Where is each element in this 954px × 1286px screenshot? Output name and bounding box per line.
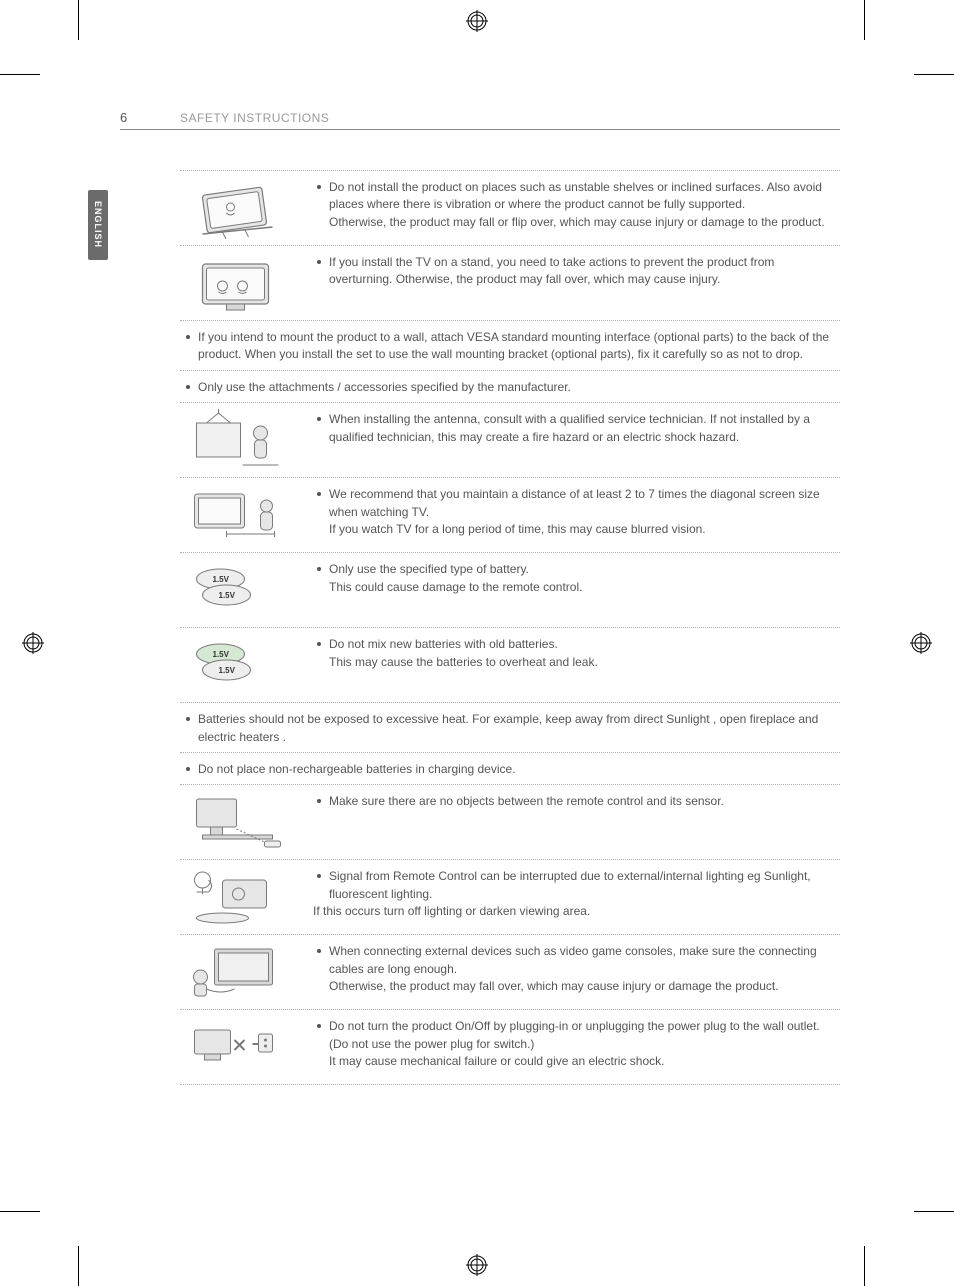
instruction-item: Only use the specified type of battery.T… <box>180 553 840 628</box>
instruction-item: Do not turn the product On/Off by pluggi… <box>180 1010 840 1085</box>
lighting-interference-icon <box>180 866 295 928</box>
crop-mark <box>0 74 40 75</box>
instruction-line: We recommend that you maintain a distanc… <box>329 486 840 521</box>
instruction-text: Signal from Remote Control can be interr… <box>313 866 840 920</box>
instruction-line: Only use the attachments / accessories s… <box>198 379 840 396</box>
instruction-item: Only use the attachments / accessories s… <box>180 371 840 403</box>
page-number: 6 <box>120 110 180 125</box>
instruction-text: Make sure there are no objects between t… <box>313 791 840 810</box>
instruction-text: Do not install the product on places suc… <box>313 177 840 231</box>
instruction-item: If you install the TV on a stand, you ne… <box>180 246 840 321</box>
instruction-list: Do not install the product on places suc… <box>180 170 840 1085</box>
instruction-text: Do not turn the product On/Off by pluggi… <box>313 1016 840 1070</box>
bullet-icon <box>317 949 321 953</box>
instruction-line: When connecting external devices such as… <box>329 943 840 978</box>
batteries-same-icon <box>180 559 295 621</box>
remote-sensor-path-icon <box>180 791 295 853</box>
instruction-item: If you intend to mount the product to a … <box>180 321 840 371</box>
bullet-icon <box>186 767 190 771</box>
section-title: SAFETY INSTRUCTIONS <box>180 111 329 125</box>
instruction-item: Do not mix new batteries with old batter… <box>180 628 840 703</box>
bullet-icon <box>317 642 321 646</box>
page-body: 6 SAFETY INSTRUCTIONS Do not install the… <box>120 110 840 1085</box>
instruction-line: If you install the TV on a stand, you ne… <box>329 254 840 289</box>
instruction-item: When connecting external devices such as… <box>180 935 840 1010</box>
instruction-line: Only use the specified type of battery. <box>329 561 840 578</box>
instruction-item: We recommend that you maintain a distanc… <box>180 478 840 553</box>
bullet-icon <box>317 567 321 571</box>
registration-mark-icon <box>466 1254 488 1276</box>
tv-tilting-shelf-icon <box>180 177 295 239</box>
instruction-line: If this occurs turn off lighting or dark… <box>313 903 840 920</box>
instruction-line: It may cause mechanical failure or could… <box>329 1053 840 1070</box>
bullet-icon <box>317 799 321 803</box>
bullet-icon <box>317 874 321 878</box>
page-header: 6 SAFETY INSTRUCTIONS <box>120 110 840 130</box>
power-plug-x-icon <box>180 1016 295 1078</box>
registration-mark-icon <box>466 10 488 32</box>
crop-mark <box>914 1211 954 1212</box>
instruction-text: If you install the TV on a stand, you ne… <box>313 252 840 289</box>
instruction-line: Do not turn the product On/Off by pluggi… <box>329 1018 840 1053</box>
instruction-line: This could cause damage to the remote co… <box>329 579 840 596</box>
instruction-text: We recommend that you maintain a distanc… <box>313 484 840 538</box>
instruction-text: Only use the specified type of battery.T… <box>313 559 840 596</box>
instruction-item: Make sure there are no objects between t… <box>180 785 840 860</box>
bullet-icon <box>317 260 321 264</box>
instruction-text: Batteries should not be exposed to exces… <box>182 709 840 746</box>
instruction-text: Do not place non-rechargeable batteries … <box>182 759 840 778</box>
bullet-icon <box>186 385 190 389</box>
instruction-line: Make sure there are no objects between t… <box>329 793 840 810</box>
crop-mark <box>864 0 865 40</box>
instruction-item: Batteries should not be exposed to exces… <box>180 703 840 753</box>
instruction-line: This may cause the batteries to overheat… <box>329 654 840 671</box>
instruction-text: When connecting external devices such as… <box>313 941 840 995</box>
instruction-line: Signal from Remote Control can be interr… <box>329 868 840 903</box>
registration-mark-icon <box>22 632 44 654</box>
bullet-icon <box>186 717 190 721</box>
instruction-text: Do not mix new batteries with old batter… <box>313 634 840 671</box>
crop-mark <box>0 1211 40 1212</box>
bullet-icon <box>317 185 321 189</box>
crop-mark <box>78 0 79 40</box>
game-console-cables-icon <box>180 941 295 1003</box>
technician-antenna-icon <box>180 409 295 471</box>
instruction-item: Do not install the product on places suc… <box>180 170 840 246</box>
instruction-text: If you intend to mount the product to a … <box>182 327 840 364</box>
bullet-icon <box>317 1024 321 1028</box>
instruction-item: Signal from Remote Control can be interr… <box>180 860 840 935</box>
instruction-text: When installing the antenna, consult wit… <box>313 409 840 446</box>
bullet-icon <box>317 417 321 421</box>
registration-mark-icon <box>910 632 932 654</box>
language-tab: ENGLISH <box>88 190 108 260</box>
instruction-line: Do not install the product on places suc… <box>329 179 840 214</box>
viewing-distance-icon <box>180 484 295 546</box>
bullet-icon <box>186 335 190 339</box>
tv-on-stand-kids-icon <box>180 252 295 314</box>
instruction-item: When installing the antenna, consult wit… <box>180 403 840 478</box>
instruction-line: Otherwise, the product may fall or flip … <box>329 214 840 231</box>
crop-mark <box>914 74 954 75</box>
instruction-line: When installing the antenna, consult wit… <box>329 411 840 446</box>
instruction-line: Do not place non-rechargeable batteries … <box>198 761 840 778</box>
instruction-line: If you intend to mount the product to a … <box>198 329 840 364</box>
instruction-text: Only use the attachments / accessories s… <box>182 377 840 396</box>
crop-mark <box>864 1246 865 1286</box>
instruction-line: Do not mix new batteries with old batter… <box>329 636 840 653</box>
instruction-line: Batteries should not be exposed to exces… <box>198 711 840 746</box>
crop-mark <box>78 1246 79 1286</box>
instruction-line: If you watch TV for a long period of tim… <box>329 521 840 538</box>
instruction-item: Do not place non-rechargeable batteries … <box>180 753 840 785</box>
batteries-mixed-icon <box>180 634 295 696</box>
instruction-line: Otherwise, the product may fall over, wh… <box>329 978 840 995</box>
bullet-icon <box>317 492 321 496</box>
